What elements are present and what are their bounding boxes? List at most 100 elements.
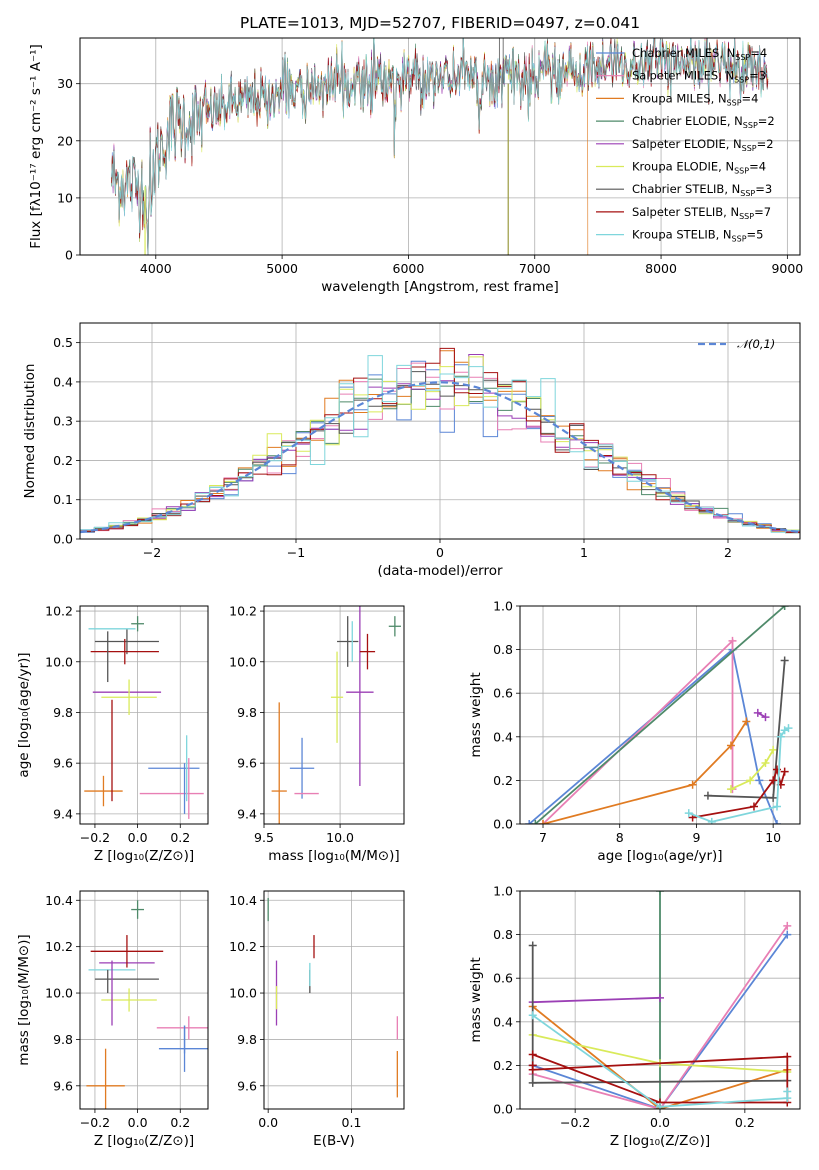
legend-label-chabrier_elodie: Chabrier ELODIE, NSSP=2 bbox=[632, 114, 775, 130]
x-tick-label: 0.1 bbox=[342, 1115, 362, 1130]
weight-line-salpeter_elodie bbox=[532, 996, 661, 1004]
legend-label-kroupa_stelib: Kroupa STELIB, NSSP=5 bbox=[632, 228, 763, 244]
weight-marker-chabrier_miles bbox=[772, 820, 781, 824]
weight-marker-salpeter_elodie bbox=[656, 993, 664, 1002]
x-tick-label: 0.0 bbox=[650, 1115, 670, 1130]
weight-line-chabrier_miles bbox=[532, 934, 789, 1109]
legend-label-salpeter_miles: Salpeter MILES, NSSP=3 bbox=[632, 69, 766, 85]
weight-marker-chabrier_elodie bbox=[656, 891, 664, 895]
x-tick-label: 0.2 bbox=[735, 1115, 755, 1130]
weight-marker-kroupa_stelib bbox=[772, 802, 781, 811]
weight-marker-kroupa_stelib bbox=[528, 1011, 537, 1020]
histogram-kroupa_stelib bbox=[80, 355, 800, 533]
normal-reference-curve bbox=[80, 381, 800, 534]
axes-frame bbox=[263, 890, 405, 1110]
x-tick-label: 4000 bbox=[140, 261, 172, 276]
x-tick-label: 1 bbox=[580, 545, 588, 560]
errorbar-point-kroupa_elodie bbox=[330, 651, 344, 743]
x-tick-label: 0.2 bbox=[170, 830, 190, 845]
weight-marker-chabrier_elodie bbox=[780, 606, 789, 610]
y-tick-label: 0.3 bbox=[53, 414, 73, 429]
legend-label-salpeter_elodie: Salpeter ELODIE, NSSP=2 bbox=[632, 137, 774, 153]
y-tick-label: 10.4 bbox=[229, 893, 257, 908]
y-tick-label: 9.8 bbox=[237, 705, 257, 720]
y-tick-label: 0.2 bbox=[53, 453, 73, 468]
y-tick-label: 1.0 bbox=[493, 884, 513, 899]
weight-marker-salpeter_elodie bbox=[761, 713, 770, 722]
weight-marker-kroupa_stelib bbox=[656, 1102, 664, 1109]
y-axis-label: age [log₁₀(age/yr)] bbox=[16, 652, 32, 777]
y-axis-label: Normed distribution bbox=[22, 364, 38, 499]
y-tick-label: 0.1 bbox=[53, 492, 73, 507]
legend-label-chabrier_miles: Chabrier MILES, NSSP=4 bbox=[632, 46, 767, 62]
x-tick-label: 0.0 bbox=[128, 830, 148, 845]
weight-marker-chabrier_stelib bbox=[780, 656, 789, 665]
y-tick-label: 0.4 bbox=[493, 729, 513, 744]
x-tick-label: 7 bbox=[539, 830, 547, 845]
y-tick-label: 10.2 bbox=[229, 604, 257, 619]
histogram-salpeter_stelib bbox=[80, 347, 800, 533]
weight-marker-chabrier_stelib bbox=[769, 793, 778, 802]
y-tick-label: 0.0 bbox=[493, 817, 513, 832]
y-tick-label: 10.2 bbox=[45, 604, 73, 619]
errorbar-point-chabrier_stelib bbox=[94, 628, 159, 655]
y-tick-label: 0.6 bbox=[493, 686, 513, 701]
weight-line-chabrier_miles bbox=[528, 647, 778, 824]
weight-line-chabrier_elodie bbox=[534, 606, 786, 824]
weight-marker-salpeter_stelib bbox=[783, 1052, 792, 1061]
y-tick-label: 9.4 bbox=[53, 806, 73, 821]
weight-marker-kroupa_elodie bbox=[761, 758, 770, 767]
y-tick-label: 10.0 bbox=[229, 654, 257, 669]
y-axis-label: mass weight bbox=[468, 672, 484, 757]
y-tick-label: 10 bbox=[57, 190, 73, 205]
errorbar-point-salpeter_miles bbox=[156, 1016, 208, 1040]
legend-label-kroupa_miles: Kroupa MILES, NSSP=4 bbox=[632, 91, 758, 107]
weight-marker-salpeter_stelib bbox=[749, 802, 758, 811]
x-tick-label: 0.0 bbox=[128, 1115, 148, 1130]
errorbar-point-salpeter_stelib bbox=[359, 633, 376, 670]
weight-marker-kroupa_elodie bbox=[769, 745, 778, 754]
weight-marker-salpeter_miles bbox=[783, 921, 792, 930]
spectrum-model-line bbox=[111, 38, 769, 255]
y-tick-label: 1.0 bbox=[493, 599, 513, 614]
weight-marker-salpeter_stelib bbox=[780, 767, 789, 776]
y-tick-label: 10.2 bbox=[45, 939, 73, 954]
x-axis-label: Z [log₁₀(Z/Z⊙)] bbox=[610, 1133, 710, 1149]
x-tick-label: −0.2 bbox=[80, 1115, 110, 1130]
x-tick-label: 10 bbox=[765, 830, 781, 845]
y-tick-label: 30 bbox=[57, 76, 73, 91]
x-tick-label: 8 bbox=[616, 830, 624, 845]
x-axis-label: age [log₁₀(age/yr)] bbox=[597, 848, 722, 864]
weight-line-salpeter_miles bbox=[542, 638, 734, 824]
y-tick-label: 9.6 bbox=[53, 756, 73, 771]
y-tick-label: 9.6 bbox=[237, 756, 257, 771]
plot-area bbox=[80, 891, 208, 1109]
weight-marker-kroupa_stelib bbox=[784, 724, 793, 733]
weight-marker-chabrier_stelib bbox=[528, 941, 537, 950]
plot-z_age: −0.2 0.0 0.2 9.4 9.6 9.8 10.0 10.2 Z [log₁₀(Z/Z⊙… bbox=[16, 604, 209, 864]
y-tick-label: 0.5 bbox=[53, 335, 73, 350]
errorbar-point-chabrier_elodie bbox=[131, 616, 144, 632]
weight-marker-chabrier_miles bbox=[525, 820, 534, 824]
weight-marker-chabrier_miles bbox=[755, 776, 764, 785]
errorbar-point-kroupa_elodie bbox=[101, 988, 157, 1012]
legend-label-normal: 𝒩(0,1) bbox=[737, 337, 775, 351]
plot-area bbox=[264, 606, 404, 824]
x-tick-label: 0 bbox=[436, 545, 444, 560]
y-tick-label: 0.6 bbox=[493, 971, 513, 986]
weight-marker-chabrier_stelib bbox=[528, 1078, 537, 1087]
x-tick-label: 7000 bbox=[519, 261, 551, 276]
x-axis-label: Z [log₁₀(Z/Z⊙)] bbox=[94, 848, 194, 864]
plot-area bbox=[520, 606, 800, 824]
errorbar-point-kroupa_miles bbox=[86, 1048, 125, 1109]
weight-marker-kroupa_miles bbox=[688, 780, 697, 789]
y-tick-label: 0.4 bbox=[493, 1014, 513, 1029]
x-tick-label: 5000 bbox=[266, 261, 298, 276]
weight-line-salpeter_miles bbox=[532, 925, 789, 1109]
axes-frame bbox=[519, 890, 801, 1110]
weight-marker-kroupa_stelib bbox=[707, 817, 716, 824]
plot-area bbox=[264, 891, 404, 1109]
x-tick-label: −0.2 bbox=[80, 830, 110, 845]
weight-marker-kroupa_elodie bbox=[726, 785, 735, 794]
axes-frame bbox=[263, 605, 405, 825]
